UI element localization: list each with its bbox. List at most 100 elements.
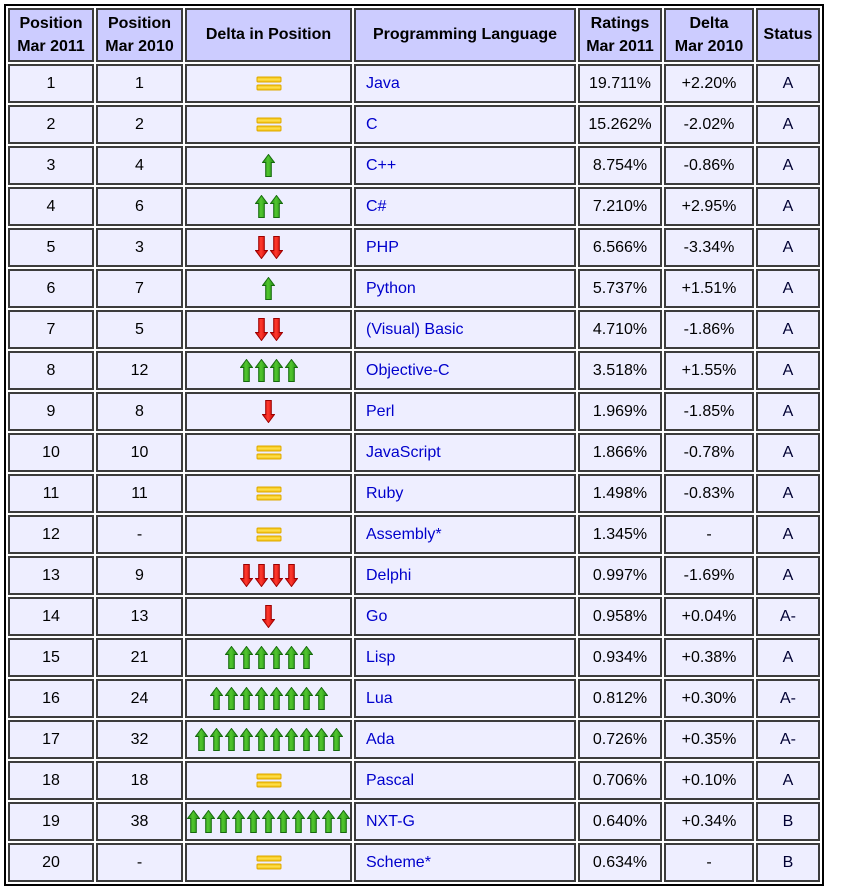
up-arrow-icon bbox=[307, 810, 320, 833]
cell-delta-mar-2010: -1.86% bbox=[664, 310, 754, 349]
delta-icons-group bbox=[187, 277, 350, 300]
cell-delta-in-position bbox=[185, 433, 352, 472]
up-arrow-icon bbox=[202, 810, 215, 833]
language-link[interactable]: C++ bbox=[366, 156, 397, 174]
language-link[interactable]: Objective-C bbox=[366, 361, 450, 379]
cell-status: A bbox=[756, 187, 820, 226]
up-arrow-icon bbox=[262, 154, 275, 177]
cell-status: A bbox=[756, 269, 820, 308]
up-arrow-icon bbox=[209, 687, 223, 710]
table-row: 6 7 Python 5.737% +1.51% A bbox=[8, 269, 820, 308]
up-arrow-icon bbox=[254, 646, 268, 669]
cell-status: A- bbox=[756, 720, 820, 759]
table-row: 3 4 C++ 8.754% -0.86% A bbox=[8, 146, 820, 185]
up-arrow-icon bbox=[269, 195, 283, 218]
cell-position-mar-2011: 1 bbox=[8, 64, 94, 103]
cell-ratings-mar-2011: 0.726% bbox=[578, 720, 662, 759]
language-link[interactable]: NXT-G bbox=[366, 812, 415, 830]
language-link[interactable]: Delphi bbox=[366, 566, 412, 584]
cell-delta-in-position bbox=[185, 146, 352, 185]
up-arrow-icon bbox=[239, 359, 253, 382]
delta-icons-group bbox=[187, 564, 350, 587]
cell-programming-language: Lua bbox=[354, 679, 576, 718]
cell-delta-mar-2010: - bbox=[664, 843, 754, 882]
up-arrow-icon bbox=[254, 359, 268, 382]
language-link[interactable]: Scheme* bbox=[366, 853, 431, 871]
cell-delta-mar-2010: +0.35% bbox=[664, 720, 754, 759]
cell-delta-in-position bbox=[185, 720, 352, 759]
language-link[interactable]: Lisp bbox=[366, 648, 396, 666]
language-link[interactable]: Go bbox=[366, 607, 388, 625]
delta-icons-group bbox=[187, 772, 350, 789]
cell-position-mar-2010: 12 bbox=[96, 351, 183, 390]
cell-position-mar-2011: 8 bbox=[8, 351, 94, 390]
table-row: 19 38 NXT-G 0.640% +0.34% B bbox=[8, 802, 820, 841]
language-link[interactable]: Java bbox=[366, 74, 400, 92]
equal-icon bbox=[256, 445, 281, 460]
cell-ratings-mar-2011: 0.706% bbox=[578, 761, 662, 800]
cell-delta-mar-2010: +0.04% bbox=[664, 597, 754, 636]
cell-position-mar-2010: 18 bbox=[96, 761, 183, 800]
language-link[interactable]: Assembly* bbox=[366, 525, 442, 543]
language-link[interactable]: Ruby bbox=[366, 484, 404, 502]
language-link[interactable]: Perl bbox=[366, 402, 395, 420]
cell-position-mar-2010: 4 bbox=[96, 146, 183, 185]
cell-delta-mar-2010: +2.20% bbox=[664, 64, 754, 103]
language-link[interactable]: (Visual) Basic bbox=[366, 320, 464, 338]
language-link[interactable]: C bbox=[366, 115, 378, 133]
column-header-pos-2011: Position Mar 2011 bbox=[8, 8, 94, 62]
delta-icons-group bbox=[187, 75, 350, 92]
delta-icons-group bbox=[187, 116, 350, 133]
cell-programming-language: Java bbox=[354, 64, 576, 103]
up-arrow-icon bbox=[269, 359, 283, 382]
cell-delta-in-position bbox=[185, 597, 352, 636]
cell-position-mar-2011: 14 bbox=[8, 597, 94, 636]
cell-position-mar-2011: 11 bbox=[8, 474, 94, 513]
cell-ratings-mar-2011: 6.566% bbox=[578, 228, 662, 267]
cell-ratings-mar-2011: 5.737% bbox=[578, 269, 662, 308]
table-row: 18 18 Pascal 0.706% +0.10% A bbox=[8, 761, 820, 800]
cell-status: A bbox=[756, 433, 820, 472]
cell-ratings-mar-2011: 0.812% bbox=[578, 679, 662, 718]
table-row: 2 2 C 15.262% -2.02% A bbox=[8, 105, 820, 144]
language-link[interactable]: Lua bbox=[366, 689, 393, 707]
column-header-language: Programming Language bbox=[354, 8, 576, 62]
cell-position-mar-2010: 24 bbox=[96, 679, 183, 718]
up-arrow-icon bbox=[217, 810, 230, 833]
language-link[interactable]: JavaScript bbox=[366, 443, 441, 461]
cell-programming-language: (Visual) Basic bbox=[354, 310, 576, 349]
cell-ratings-mar-2011: 0.640% bbox=[578, 802, 662, 841]
cell-delta-in-position bbox=[185, 556, 352, 595]
cell-programming-language: PHP bbox=[354, 228, 576, 267]
cell-delta-mar-2010: +1.51% bbox=[664, 269, 754, 308]
language-link[interactable]: Pascal bbox=[366, 771, 415, 789]
column-header-ratings-2011: Ratings Mar 2011 bbox=[578, 8, 662, 62]
cell-programming-language: Go bbox=[354, 597, 576, 636]
cell-ratings-mar-2011: 0.934% bbox=[578, 638, 662, 677]
cell-position-mar-2011: 16 bbox=[8, 679, 94, 718]
up-arrow-icon bbox=[269, 728, 283, 751]
cell-position-mar-2010: - bbox=[96, 515, 183, 554]
cell-delta-in-position bbox=[185, 269, 352, 308]
language-link[interactable]: Python bbox=[366, 279, 416, 297]
language-link[interactable]: Ada bbox=[366, 730, 395, 748]
cell-delta-mar-2010: +0.30% bbox=[664, 679, 754, 718]
cell-ratings-mar-2011: 1.345% bbox=[578, 515, 662, 554]
language-link[interactable]: PHP bbox=[366, 238, 399, 256]
cell-position-mar-2010: 38 bbox=[96, 802, 183, 841]
table-body: 1 1 Java 19.711% +2.20% A 2 2 C 15.262% -2.02% A 3 4 C… bbox=[8, 64, 820, 882]
equal-icon bbox=[256, 527, 281, 542]
cell-status: A bbox=[756, 64, 820, 103]
column-header-pos-2010: Position Mar 2010 bbox=[96, 8, 183, 62]
cell-position-mar-2010: 11 bbox=[96, 474, 183, 513]
table-row: 20- Scheme* 0.634% - B bbox=[8, 843, 820, 882]
cell-delta-in-position bbox=[185, 474, 352, 513]
down-arrow-icon bbox=[262, 605, 275, 628]
cell-ratings-mar-2011: 3.518% bbox=[578, 351, 662, 390]
language-link[interactable]: C# bbox=[366, 197, 387, 215]
cell-position-mar-2010: 21 bbox=[96, 638, 183, 677]
cell-delta-in-position bbox=[185, 761, 352, 800]
cell-delta-mar-2010: -0.83% bbox=[664, 474, 754, 513]
up-arrow-icon bbox=[299, 728, 313, 751]
